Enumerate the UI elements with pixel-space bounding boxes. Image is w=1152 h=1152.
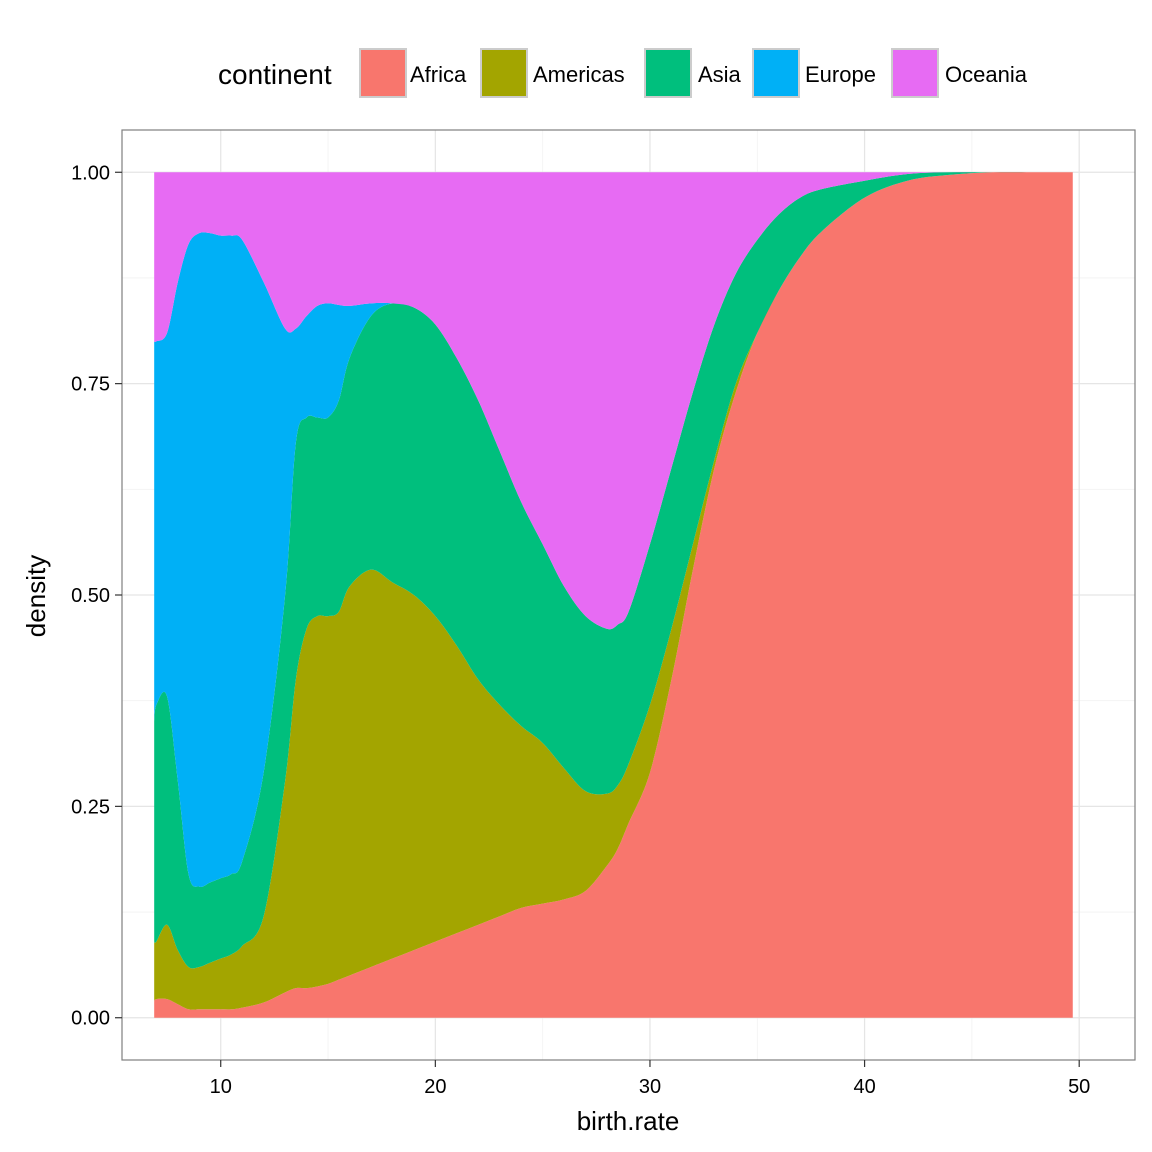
x-tick-label: 50 [1068,1076,1090,1098]
area-africa [154,172,1073,1018]
legend-key-asia [644,48,692,98]
legend-key-americas [480,48,528,98]
y-axis-title: density [21,555,51,637]
x-tick-label: 30 [639,1076,661,1098]
y-tick-label: 0.00 [71,1008,110,1030]
density-areas [154,172,1073,1018]
y-tick-label: 0.75 [71,374,110,396]
area-americas [154,172,1073,1010]
y-tick-label: 1.00 [71,162,110,184]
legend-label-oceania: Oceania [945,62,1028,87]
area-oceania [154,172,1073,630]
legend-title: continent [218,59,332,90]
legend-label-europe: Europe [805,62,876,87]
legend: continent Africa Americas Asia Europe Oceani… [218,48,1028,98]
legend-label-africa: Africa [410,62,467,87]
legend-key-africa [359,48,407,98]
x-tick-label: 40 [853,1076,875,1098]
legend-label-americas: Americas [533,62,625,87]
x-tick-label: 20 [424,1076,446,1098]
y-tick-label: 0.50 [71,585,110,607]
area-asia [154,172,1073,969]
x-axis-title: birth.rate [577,1106,680,1136]
y-axis: 0.00 0.25 0.50 0.75 1.00 [71,162,122,1030]
legend-key-europe [752,48,800,98]
legend-label-asia: Asia [698,62,742,87]
legend-key-oceania [891,48,939,98]
x-axis: 10 20 30 40 50 [210,1060,1090,1098]
x-tick-label: 10 [210,1076,232,1098]
y-tick-label: 0.25 [71,796,110,818]
plot-panel [121,129,1136,1061]
area-europe [154,172,1073,887]
